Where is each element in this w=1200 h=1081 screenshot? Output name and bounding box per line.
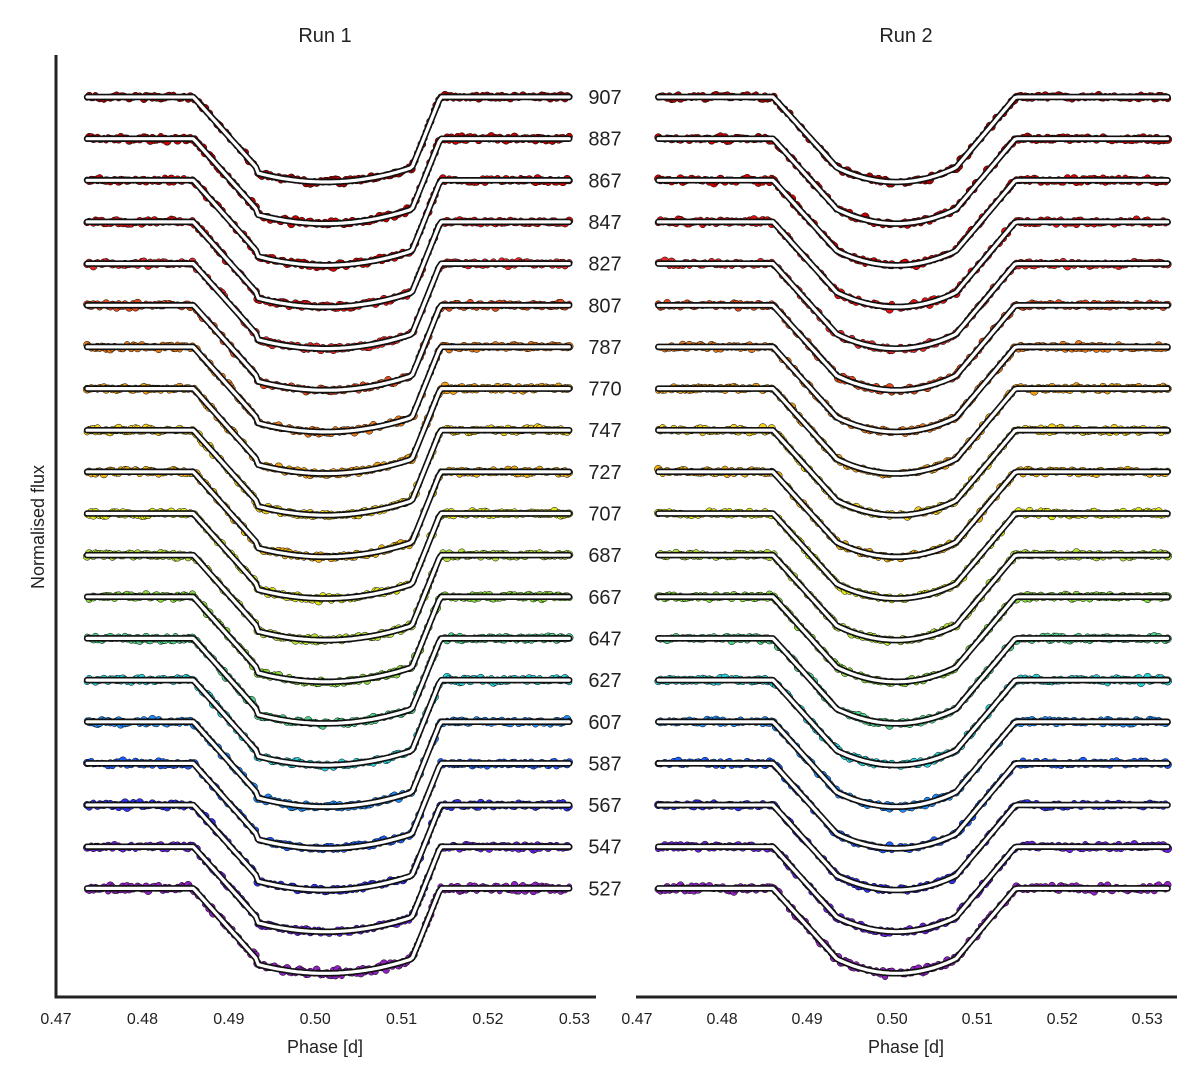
series-847 — [83, 215, 574, 312]
x-tick-label: 0.51 — [386, 1011, 417, 1028]
run2-x-axis-label: Phase [d] — [868, 1037, 944, 1057]
run1-title: Run 1 — [298, 25, 351, 47]
run2-plot — [654, 90, 1173, 981]
y-axis-label: Normalised flux — [28, 465, 48, 589]
x-tick-label: 0.50 — [877, 1011, 908, 1028]
series-887 — [83, 132, 573, 229]
x-tick-label: 0.49 — [213, 1011, 244, 1028]
run1-plot — [82, 90, 574, 980]
x-tick-label: 0.48 — [706, 1011, 737, 1028]
x-tick-label: 0.47 — [621, 1011, 652, 1028]
run2-tick-labels: 0.47 0.48 0.49 0.50 0.51 0.52 0.53 — [621, 1011, 1162, 1028]
x-tick-label: 0.50 — [300, 1011, 331, 1028]
x-tick-label: 0.49 — [792, 1011, 823, 1028]
series-867 — [83, 174, 573, 272]
x-tick-label: 0.53 — [559, 1011, 590, 1028]
model-curve — [85, 178, 571, 267]
run1-x-axis-label: Phase [d] — [287, 1037, 363, 1057]
x-tick-label: 0.47 — [40, 1011, 71, 1028]
x-tick-label: 0.52 — [472, 1011, 503, 1028]
model-curve — [85, 95, 571, 184]
x-tick-label: 0.48 — [127, 1011, 158, 1028]
x-tick-label: 0.52 — [1047, 1011, 1078, 1028]
model-curve — [85, 137, 571, 226]
x-tick-label: 0.51 — [962, 1011, 993, 1028]
run2-title: Run 2 — [879, 25, 932, 47]
run1-tick-labels: 0.47 0.48 0.49 0.50 0.51 0.52 0.53 — [40, 1011, 590, 1028]
series-907 — [83, 90, 573, 188]
x-tick-label: 0.53 — [1132, 1011, 1163, 1028]
